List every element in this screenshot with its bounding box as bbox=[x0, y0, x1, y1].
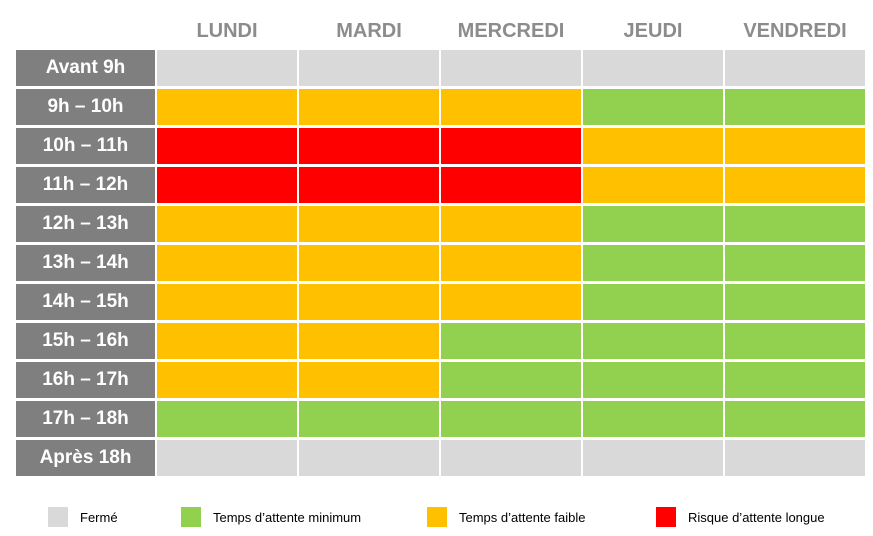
heatmap-cell-longue bbox=[299, 167, 439, 203]
day-header-vendredi: VENDREDI bbox=[743, 20, 847, 42]
heatmap-cell-faible bbox=[441, 89, 581, 125]
heatmap-cell-ferme bbox=[441, 440, 581, 476]
heatmap-cell-faible bbox=[583, 167, 723, 203]
legend: Fermé Temps d’attente minimum Temps d’at… bbox=[0, 505, 873, 533]
heatmap-cell-faible bbox=[299, 362, 439, 398]
heatmap-cell-longue bbox=[157, 128, 297, 164]
heatmap-cell-faible bbox=[441, 245, 581, 281]
day-header-lundi: LUNDI bbox=[196, 20, 258, 42]
row-label: Avant 9h bbox=[16, 50, 155, 86]
heatmap-cell-ferme bbox=[441, 50, 581, 86]
legend-swatch-minimum bbox=[181, 507, 201, 527]
heatmap-cell-longue bbox=[157, 167, 297, 203]
heatmap-cell-minimum bbox=[583, 245, 723, 281]
legend-item-longue: Risque d’attente longue bbox=[656, 505, 825, 529]
heatmap-cell-minimum bbox=[725, 284, 865, 320]
heatmap-cell-minimum bbox=[299, 401, 439, 437]
heatmap-cell-minimum bbox=[583, 323, 723, 359]
heatmap-cell-faible bbox=[157, 206, 297, 242]
legend-label-ferme: Fermé bbox=[80, 509, 118, 525]
heatmap-cell-faible bbox=[725, 167, 865, 203]
heatmap-cell-minimum bbox=[725, 206, 865, 242]
legend-label-faible: Temps d’attente faible bbox=[459, 509, 586, 525]
row-label: 16h – 17h bbox=[16, 362, 155, 398]
heatmap-cell-minimum bbox=[725, 323, 865, 359]
heatmap-cell-faible bbox=[157, 245, 297, 281]
legend-swatch-faible bbox=[427, 507, 447, 527]
heatmap-cell-ferme bbox=[157, 440, 297, 476]
legend-label-minimum: Temps d’attente minimum bbox=[213, 509, 362, 525]
heatmap-cell-faible bbox=[299, 206, 439, 242]
heatmap-cell-minimum bbox=[725, 89, 865, 125]
heatmap-cell-faible bbox=[157, 284, 297, 320]
row-label: 10h – 11h bbox=[16, 128, 155, 164]
heatmap-cell-minimum bbox=[583, 362, 723, 398]
heatmap-cell-faible bbox=[157, 323, 297, 359]
heatmap-cell-faible bbox=[583, 128, 723, 164]
row-label: 17h – 18h bbox=[16, 401, 155, 437]
heatmap-cell-minimum bbox=[583, 206, 723, 242]
heatmap-cell-ferme bbox=[725, 440, 865, 476]
heatmap-cell-longue bbox=[441, 128, 581, 164]
heatmap-cell-minimum bbox=[441, 362, 581, 398]
heatmap-cell-longue bbox=[299, 128, 439, 164]
heatmap-cell-faible bbox=[157, 362, 297, 398]
heatmap-cell-faible bbox=[441, 284, 581, 320]
row-label: 12h – 13h bbox=[16, 206, 155, 242]
heatmap-cell-faible bbox=[299, 245, 439, 281]
legend-swatch-ferme bbox=[48, 507, 68, 527]
legend-swatch-longue bbox=[656, 507, 676, 527]
heatmap-cell-minimum bbox=[583, 401, 723, 437]
heatmap-cell-minimum bbox=[725, 362, 865, 398]
day-header-mercredi: MERCREDI bbox=[457, 20, 565, 42]
day-header-jeudi: JEUDI bbox=[623, 20, 683, 42]
row-label: 15h – 16h bbox=[16, 323, 155, 359]
legend-item-minimum: Temps d’attente minimum bbox=[181, 505, 361, 529]
heatmap-cell-minimum bbox=[441, 323, 581, 359]
day-header-mardi: MARDI bbox=[336, 20, 402, 42]
heatmap-cell-minimum bbox=[725, 245, 865, 281]
row-label: 9h – 10h bbox=[16, 89, 155, 125]
heatmap-cell-ferme bbox=[299, 50, 439, 86]
heatmap-cell-faible bbox=[299, 284, 439, 320]
heatmap-cell-minimum bbox=[583, 89, 723, 125]
heatmap-cell-minimum bbox=[583, 284, 723, 320]
heatmap-cell-ferme bbox=[157, 50, 297, 86]
heatmap-cell-minimum bbox=[157, 401, 297, 437]
row-label: 11h – 12h bbox=[16, 167, 155, 203]
legend-item-faible: Temps d’attente faible bbox=[427, 505, 585, 529]
heatmap-cell-ferme bbox=[583, 50, 723, 86]
heatmap-cell-ferme bbox=[299, 440, 439, 476]
heatmap-cell-faible bbox=[299, 323, 439, 359]
row-label: 14h – 15h bbox=[16, 284, 155, 320]
heatmap-cell-minimum bbox=[441, 401, 581, 437]
row-label: 13h – 14h bbox=[16, 245, 155, 281]
heatmap-cell-longue bbox=[441, 167, 581, 203]
heatmap-cell-faible bbox=[157, 89, 297, 125]
heatmap-cell-faible bbox=[299, 89, 439, 125]
row-label: Après 18h bbox=[16, 440, 155, 476]
legend-label-longue: Risque d’attente longue bbox=[688, 509, 825, 525]
legend-item-ferme: Fermé bbox=[48, 505, 118, 529]
heatmap-cell-minimum bbox=[725, 401, 865, 437]
heatmap-cell-ferme bbox=[725, 50, 865, 86]
heatmap-cell-faible bbox=[441, 206, 581, 242]
heatmap-cell-ferme bbox=[583, 440, 723, 476]
heatmap-cell-faible bbox=[725, 128, 865, 164]
